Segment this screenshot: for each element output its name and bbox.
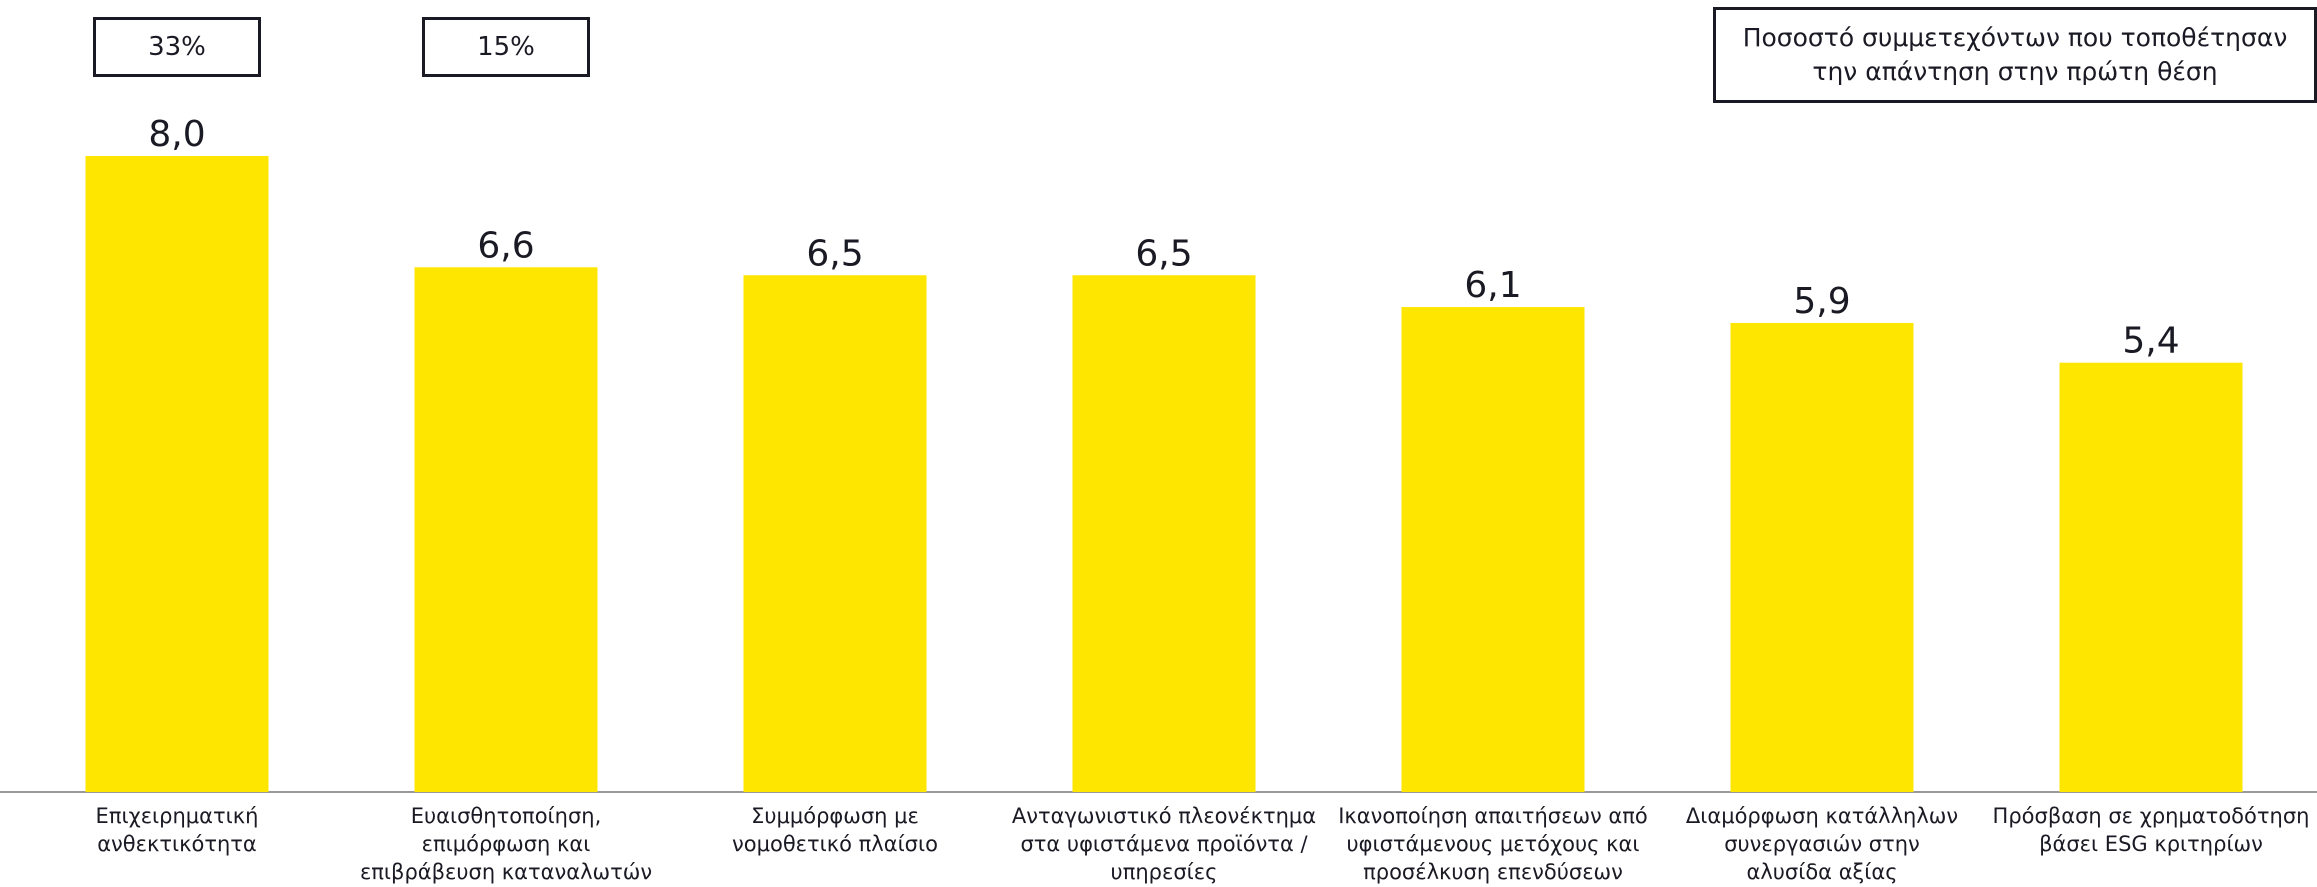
legend-note-box: Ποσοστό συμμετεχόντων που τοποθέτησαν τη… [1713,7,2317,103]
bar-3 [743,275,927,792]
value-label-7: 5,4 [2122,321,2179,362]
value-labels-group: 8,0 6,6 6,5 6,5 6,1 5,9 5,4 [148,114,2179,362]
bars-group [85,156,2243,792]
bar-5 [1401,307,1585,792]
category-label-1: Επιχειρηματική ανθεκτικότητα [95,804,259,856]
category-label-3: Συμμόρφωση με νομοθετικό πλαίσιο [732,804,938,856]
category-label-6: Διαμόρφωση κατάλληλων συνεργασιών στην αλυ… [1685,804,1959,884]
value-label-1: 8,0 [148,114,205,155]
bar-6 [1730,322,1914,792]
first-place-share-1: 33% [93,17,261,77]
legend-note-text: Ποσοστό συμμετεχόντων που τοποθέτησαν τη… [1742,23,2288,86]
category-label-7: Πρόσβαση σε χρηματοδότηση βάσει ESG κριτη… [1992,804,2310,856]
bar-4 [1072,275,1256,792]
bar-2 [414,267,598,792]
bar-7 [2059,362,2243,792]
value-label-3: 6,5 [806,233,863,274]
value-label-2: 6,6 [477,225,534,266]
category-label-4: Ανταγωνιστικό πλεονέκτημα στα υφιστάμενα … [1011,804,1317,884]
value-label-5: 6,1 [1464,265,1521,306]
category-label-2: Ευαισθητοποίηση, επιμόρφωση και επιβράβευσ… [359,804,653,884]
value-label-6: 5,9 [1793,281,1850,322]
bar-1 [85,156,269,792]
value-label-4: 6,5 [1135,233,1192,274]
category-label-5: Ικανοποίηση απαιτήσεων από υφιστάμενους μ… [1338,804,1648,884]
first-place-share-2: 15% [422,17,590,77]
